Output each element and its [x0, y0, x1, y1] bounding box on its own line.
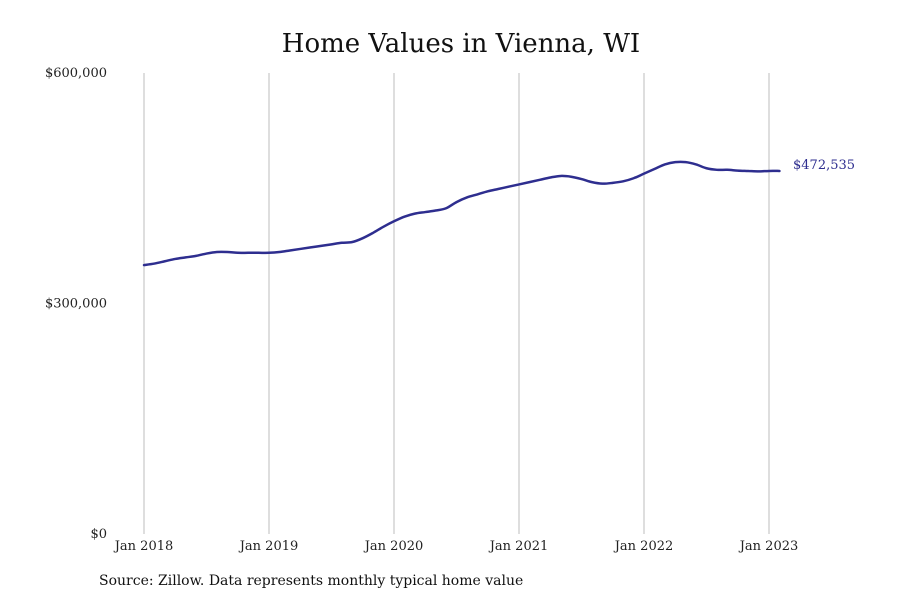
grid-layer [143, 73, 770, 534]
y-tick-label: $600,000 [45, 66, 107, 81]
x-axis-labels: Jan 2018 Jan 2019 Jan 2020 Jan 2021 Jan 2022… [113, 539, 799, 554]
source-note: Source: Zillow. Data represents monthly … [99, 573, 523, 589]
y-axis-labels: $600,000 $300,000 $0 [45, 66, 107, 542]
y-tick-label: $300,000 [45, 297, 107, 312]
chart-title: Home Values in Vienna, WI [282, 29, 640, 59]
end-value-label: $472,535 [793, 158, 855, 173]
x-tick-label: Jan 2020 [363, 539, 424, 554]
y-tick-label: $0 [90, 527, 107, 542]
x-tick-label: Jan 2018 [113, 539, 174, 554]
x-tick-label: Jan 2022 [613, 539, 674, 554]
x-tick-label: Jan 2021 [488, 539, 549, 554]
series-line [142, 160, 781, 267]
x-tick-label: Jan 2023 [738, 539, 799, 554]
x-tick-label: Jan 2019 [238, 539, 299, 554]
